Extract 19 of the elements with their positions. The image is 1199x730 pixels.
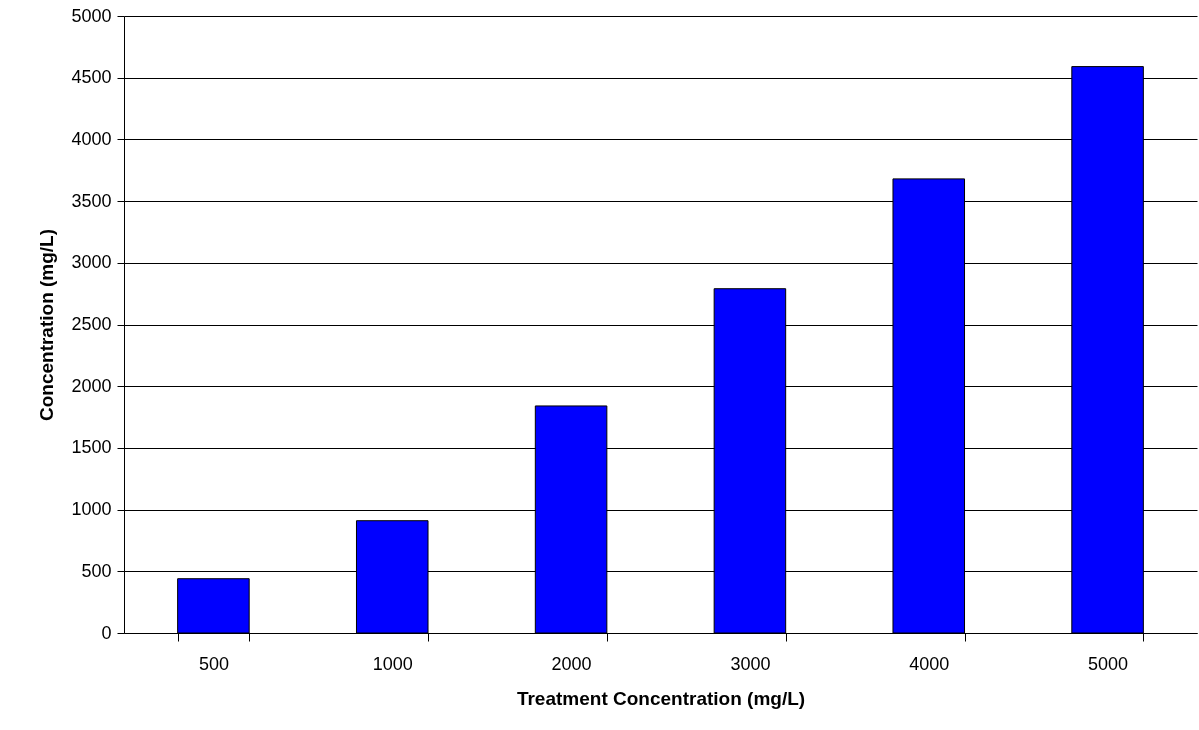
y-tick-label: 1000 [71,499,112,520]
y-tick-label: 4500 [71,67,112,88]
y-tick-label: 500 [81,560,112,581]
y-tick-label: 2500 [71,314,112,334]
y-tick-label: 4000 [71,128,112,149]
x-tick-label: 2000 [551,653,592,674]
x-tick-label: 1000 [372,653,413,674]
y-axis-title: Concentration (mg/L) [36,228,58,422]
y-tick-label: 3000 [71,252,112,273]
y-tick-label: 2000 [71,375,112,396]
y-tick-label: 0 [101,622,112,643]
x-tick-label: 3000 [730,653,771,674]
y-tick-label: 1500 [71,437,112,458]
x-axis-title: Treatment Concentration (mg/L) [516,687,806,709]
y-tick-label: 3500 [71,190,112,211]
y-tick-label: 5000 [71,5,112,26]
x-tick-label: 4000 [909,653,950,674]
x-tick-label: 5000 [1088,653,1129,674]
x-tick-label: 500 [198,653,229,674]
